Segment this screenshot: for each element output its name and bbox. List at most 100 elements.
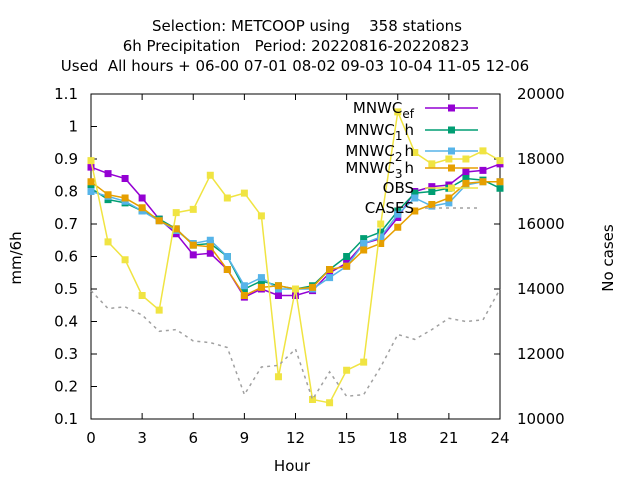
x-tick-label: 9 bbox=[240, 429, 250, 447]
data-point bbox=[479, 166, 487, 174]
axes: 0 3 6 9 12 15 18 21 24 0.1 0.2 0.3 0.4 0.5 0.6 0.7 0.8 0.… bbox=[54, 85, 565, 447]
chart-title: Selection: METCOOP using 358 stations 6h… bbox=[61, 17, 529, 75]
legend-label: MNWC2 h bbox=[345, 142, 414, 164]
y2-tick-label: 16000 bbox=[517, 215, 565, 233]
data-point bbox=[428, 160, 436, 168]
y2-axis-label: No cases bbox=[599, 224, 617, 292]
data-point bbox=[87, 178, 95, 186]
data-point bbox=[240, 189, 248, 197]
y-tick-label: 0.2 bbox=[54, 378, 78, 396]
y-tick-label: 0.4 bbox=[54, 313, 78, 331]
chart-title-line-2: 6h Precipitation Period: 20220816-202208… bbox=[123, 37, 470, 55]
chart-title-line-3: Used All hours + 06-00 07-01 08-02 09-03… bbox=[61, 57, 529, 75]
data-point bbox=[428, 201, 436, 208]
x-tick-label: 24 bbox=[490, 429, 509, 447]
y2-tick-label: 12000 bbox=[517, 345, 565, 363]
y-tick-label: 0.1 bbox=[54, 410, 78, 428]
data-point bbox=[274, 292, 282, 299]
data-point bbox=[87, 163, 95, 171]
data-point bbox=[155, 217, 163, 225]
data-point bbox=[206, 243, 214, 251]
series-mnwc-3h bbox=[87, 178, 504, 299]
legend-entry: MNWC1 h bbox=[345, 121, 478, 143]
series-line bbox=[90, 163, 501, 299]
data-point bbox=[274, 373, 282, 381]
series-mnwc-1h bbox=[87, 175, 504, 293]
data-point bbox=[138, 292, 146, 299]
data-point bbox=[462, 155, 470, 163]
data-point bbox=[377, 240, 385, 247]
data-point bbox=[274, 282, 282, 290]
data-point bbox=[394, 223, 402, 231]
data-point bbox=[445, 155, 453, 163]
data-point bbox=[223, 194, 231, 202]
data-point bbox=[343, 366, 351, 374]
data-point bbox=[428, 188, 436, 195]
legend-label: MNWC1 h bbox=[345, 121, 414, 143]
series-line bbox=[90, 288, 501, 402]
series-line bbox=[90, 181, 500, 297]
data-point bbox=[479, 147, 487, 155]
data-point bbox=[257, 274, 265, 282]
data-point bbox=[240, 282, 248, 290]
legend-label: OBS bbox=[383, 179, 414, 197]
data-point bbox=[377, 233, 385, 241]
data-point bbox=[138, 204, 146, 212]
data-point bbox=[223, 253, 231, 260]
series-mnwc-ef bbox=[87, 160, 504, 301]
data-point bbox=[223, 266, 231, 273]
data-point bbox=[326, 266, 334, 273]
legend-entry: OBS bbox=[383, 179, 478, 197]
data-point bbox=[496, 178, 504, 186]
data-point bbox=[496, 184, 504, 192]
data-point bbox=[138, 194, 146, 202]
x-tick-label: 6 bbox=[188, 429, 198, 447]
x-tick-label: 15 bbox=[337, 429, 356, 447]
data-point bbox=[394, 108, 402, 116]
data-point bbox=[87, 157, 95, 165]
legend-marker bbox=[448, 147, 455, 155]
data-point bbox=[240, 292, 248, 299]
data-point bbox=[360, 246, 368, 254]
y-tick-label: 0.3 bbox=[54, 345, 78, 363]
y2-tick-label: 20000 bbox=[517, 85, 565, 103]
y2-tick-label: 10000 bbox=[517, 410, 565, 428]
data-point bbox=[377, 228, 385, 236]
y-tick-label: 1.1 bbox=[54, 85, 78, 103]
series-line bbox=[90, 109, 501, 404]
plot-frame bbox=[90, 93, 501, 420]
data-point bbox=[326, 274, 334, 282]
legend-label: MNWCef bbox=[353, 99, 415, 121]
data-point bbox=[189, 205, 197, 213]
data-point bbox=[87, 188, 95, 195]
y-tick-label: 0.6 bbox=[54, 248, 78, 266]
data-point bbox=[343, 253, 351, 260]
data-point bbox=[411, 207, 419, 215]
y-tick-label: 0.9 bbox=[54, 150, 78, 168]
data-point bbox=[462, 168, 470, 176]
data-point bbox=[155, 306, 163, 314]
data-point bbox=[462, 179, 470, 187]
x-tick-label: 12 bbox=[286, 429, 305, 447]
legend-entry: MNWC3 h bbox=[345, 159, 478, 181]
series-line bbox=[90, 177, 501, 290]
data-point bbox=[411, 194, 419, 202]
data-point bbox=[257, 212, 265, 220]
data-point bbox=[462, 175, 470, 182]
series-cases bbox=[90, 288, 501, 402]
data-point bbox=[104, 170, 112, 178]
data-point bbox=[172, 225, 180, 233]
legend-entry: MNWC2 h bbox=[345, 142, 478, 164]
data-point bbox=[411, 149, 419, 156]
x-axis-label: Hour bbox=[274, 457, 311, 475]
data-point bbox=[428, 183, 436, 191]
data-point bbox=[360, 240, 368, 247]
data-point bbox=[479, 178, 487, 186]
series-layer bbox=[87, 108, 504, 407]
data-point bbox=[343, 262, 351, 270]
y2-tick-label: 18000 bbox=[517, 150, 565, 168]
legend-label: CASES bbox=[365, 199, 414, 217]
legend-marker bbox=[448, 126, 455, 134]
